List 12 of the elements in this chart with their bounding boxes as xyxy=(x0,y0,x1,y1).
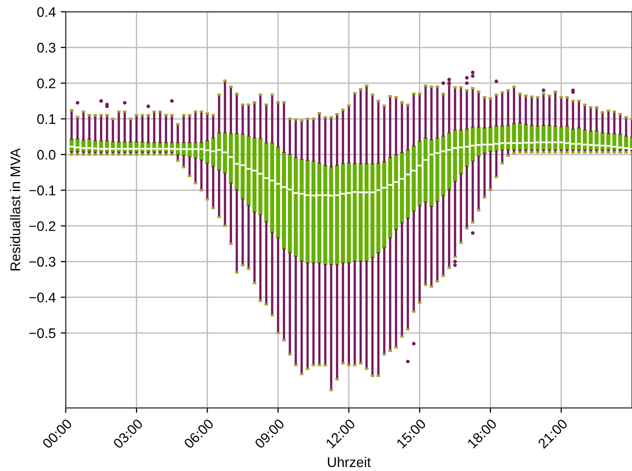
y-tick-label: −0.1 xyxy=(29,186,56,196)
y-tick-label: 0.4 xyxy=(37,7,56,17)
y-tick-label: −0.3 xyxy=(29,256,56,267)
x-axis-title: Uhrzeit xyxy=(328,456,371,468)
y-tick-label: −0.4 xyxy=(29,292,56,302)
y-tick-label: 0.1 xyxy=(37,114,56,124)
y-tick-label: 0.0 xyxy=(37,150,56,160)
y-tick-label: 0.3 xyxy=(37,42,56,53)
y-tick-label: −0.2 xyxy=(29,221,56,232)
y-tick-label: −0.5 xyxy=(29,328,56,338)
y-axis-title: Residuallast in MVA xyxy=(10,148,20,270)
y-tick-label: 0.2 xyxy=(37,78,56,88)
